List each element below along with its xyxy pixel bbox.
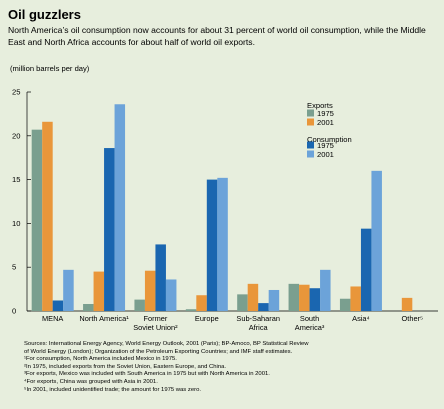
footnote: ¹For consumption, North America included…	[24, 356, 177, 363]
bar	[309, 288, 321, 311]
legend-label: 2001	[317, 150, 334, 159]
y-tick-label: 5	[12, 263, 16, 272]
legend-swatch	[307, 141, 314, 149]
bar	[288, 283, 300, 311]
source-note: of World Energy (London); Organization o…	[24, 348, 293, 355]
bar	[196, 295, 207, 311]
bar	[247, 283, 259, 311]
y-tick-label: 25	[12, 88, 20, 97]
source-notes: Sources: International Energy Agency, Wo…	[24, 341, 436, 394]
x-tick-label: Europe	[195, 314, 219, 323]
bar	[42, 121, 53, 311]
bar	[134, 299, 145, 311]
x-tick-label: Asia⁴	[352, 314, 370, 323]
bar	[155, 244, 166, 311]
legend-label: 1975	[317, 141, 334, 150]
x-tick-label: Other⁵	[402, 314, 424, 323]
y-tick-label: 10	[12, 219, 20, 228]
x-tick-label: North America¹	[79, 314, 129, 323]
footnote: ³For exports, Mexico was included with S…	[24, 371, 270, 378]
y-tick-label: 20	[12, 131, 20, 140]
legend-group-title: Exports	[307, 101, 333, 110]
bar	[144, 270, 156, 311]
bar	[165, 279, 177, 311]
legend-label: 1975	[317, 109, 334, 118]
legend-label: 2001	[317, 118, 334, 127]
bar	[185, 309, 197, 311]
legend-group-title: Consumption	[307, 135, 352, 144]
x-tick-label: Former	[144, 314, 168, 323]
figure-title: Oil guzzlers	[8, 7, 81, 22]
y-axis-label: (million barrels per day)	[10, 64, 90, 73]
bar	[63, 269, 74, 311]
bars	[31, 104, 413, 311]
legend-swatch	[307, 118, 314, 126]
bar	[339, 298, 351, 311]
bar	[206, 179, 218, 311]
legend-swatch	[307, 150, 314, 158]
source-note: Sources: International Energy Agency, Wo…	[24, 341, 309, 347]
legend-swatch	[307, 109, 314, 117]
x-tick-label: South	[300, 314, 319, 323]
bar	[52, 300, 64, 311]
bar	[93, 271, 105, 311]
bar	[299, 284, 310, 311]
footnote: ²In 1975, included exports from the Sovi…	[24, 363, 227, 370]
bar	[217, 177, 228, 311]
footnote: ⁴For exports, China was grouped with Asi…	[24, 378, 158, 385]
bar	[401, 297, 413, 311]
bar	[258, 303, 269, 311]
bar	[371, 170, 382, 311]
bar	[83, 303, 94, 311]
x-tick-label: Sub-Saharan	[236, 314, 280, 323]
bar	[360, 228, 372, 311]
bar	[350, 286, 361, 311]
footnote: ⁵In 2001, included unidentified trade; t…	[24, 386, 201, 393]
bar	[31, 129, 43, 311]
bar	[104, 148, 115, 311]
y-tick-label: 0	[12, 307, 16, 316]
figure-subtitle: North America’s oil consumption now acco…	[8, 25, 426, 47]
x-tick-label: Africa	[249, 323, 269, 332]
bar-chart: (million barrels per day) 0 5 10 15 20 25 MEN…	[10, 64, 438, 332]
x-tick-label: America³	[295, 323, 325, 332]
x-tick-label: MENA	[42, 314, 63, 323]
y-tick-label: 15	[12, 175, 20, 184]
x-tick-label: Soviet Union²	[133, 323, 178, 332]
bar	[320, 269, 331, 311]
bar	[237, 294, 248, 311]
bar	[114, 104, 126, 311]
bar	[268, 289, 280, 311]
